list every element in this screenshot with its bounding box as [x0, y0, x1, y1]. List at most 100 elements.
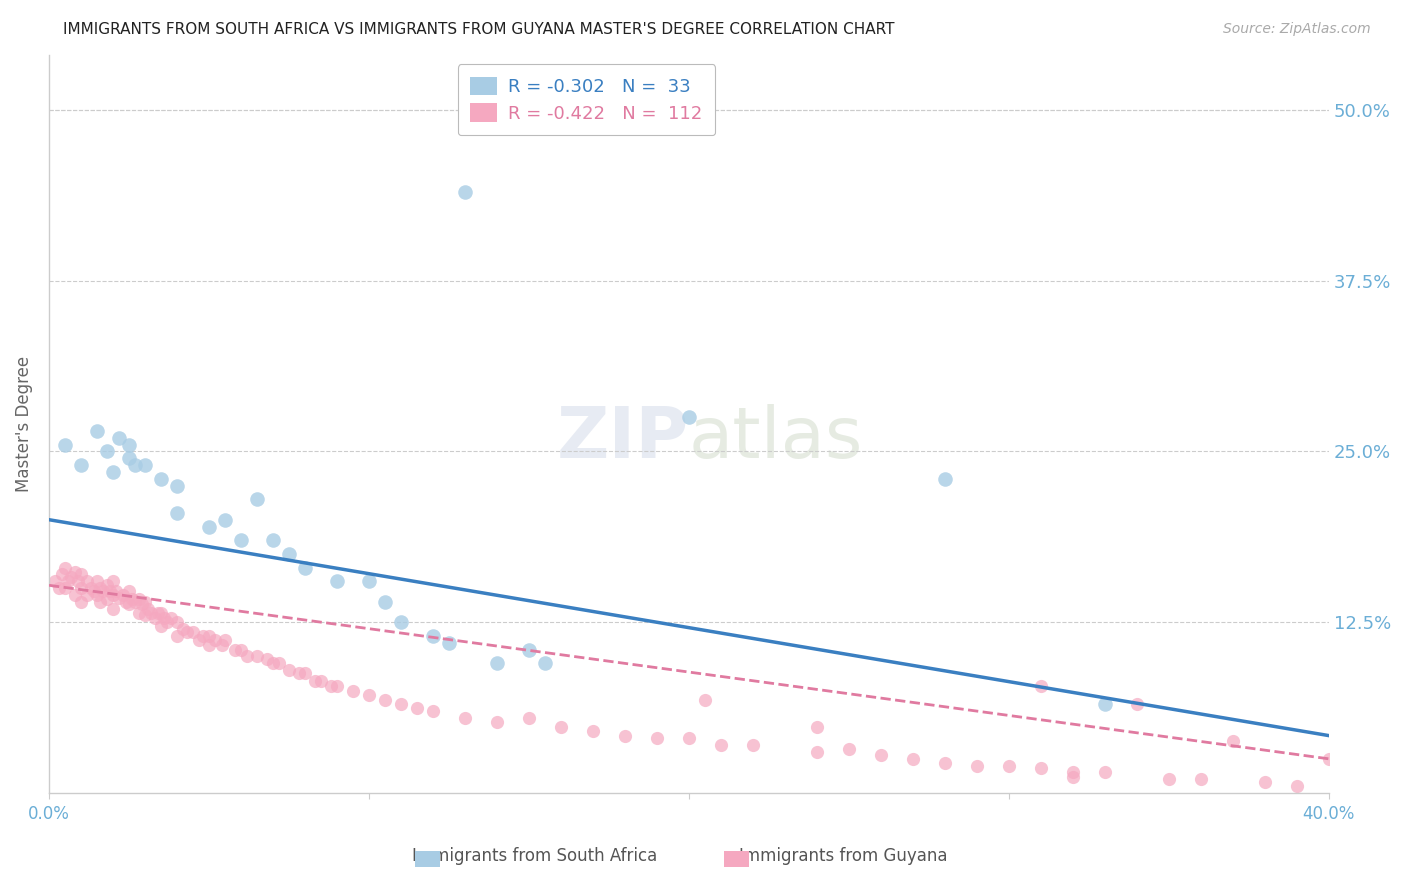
Point	[422, 629, 444, 643]
Point	[143, 611, 166, 625]
Point	[214, 513, 236, 527]
Point	[172, 622, 194, 636]
Text: atlas: atlas	[689, 404, 863, 474]
Point	[56, 574, 79, 589]
Point	[246, 492, 269, 507]
Point	[454, 185, 477, 199]
Point	[48, 581, 70, 595]
Point	[134, 608, 156, 623]
Point	[118, 598, 141, 612]
Point	[1189, 772, 1212, 787]
Point	[146, 606, 169, 620]
Point	[198, 629, 221, 643]
Point	[53, 581, 76, 595]
Point	[454, 711, 477, 725]
Point	[134, 595, 156, 609]
Point	[357, 688, 380, 702]
Point	[357, 574, 380, 589]
Point	[389, 697, 412, 711]
Point	[534, 656, 557, 670]
Point	[374, 693, 396, 707]
Point	[166, 506, 188, 520]
Point	[517, 711, 540, 725]
Point	[63, 588, 86, 602]
Point	[198, 519, 221, 533]
Point	[76, 574, 98, 589]
Point	[437, 635, 460, 649]
Point	[53, 560, 76, 574]
Point	[326, 680, 349, 694]
Point	[101, 601, 124, 615]
Point	[934, 756, 956, 770]
Point	[76, 588, 98, 602]
Point	[53, 437, 76, 451]
Point	[101, 588, 124, 602]
Point	[79, 581, 101, 595]
Point	[101, 465, 124, 479]
Point	[710, 738, 733, 752]
Point	[166, 615, 188, 630]
Y-axis label: Master's Degree: Master's Degree	[15, 356, 32, 492]
Point	[124, 595, 146, 609]
Point	[1062, 765, 1084, 780]
Point	[176, 624, 198, 639]
Point	[998, 758, 1021, 772]
Point	[114, 595, 136, 609]
Point	[485, 714, 508, 729]
Point	[86, 424, 108, 438]
Point	[901, 752, 924, 766]
Point	[934, 472, 956, 486]
Point	[869, 747, 891, 762]
Point	[191, 629, 214, 643]
Point	[246, 649, 269, 664]
Point	[678, 731, 700, 746]
Point	[181, 624, 204, 639]
Point	[70, 595, 93, 609]
Point	[1285, 779, 1308, 793]
Point	[838, 742, 860, 756]
Point	[63, 565, 86, 579]
Text: IMMIGRANTS FROM SOUTH AFRICA VS IMMIGRANTS FROM GUYANA MASTER'S DEGREE CORRELATI: IMMIGRANTS FROM SOUTH AFRICA VS IMMIGRAN…	[63, 22, 894, 37]
Point	[229, 642, 252, 657]
Point	[1254, 775, 1277, 789]
Point	[108, 431, 131, 445]
Point	[806, 720, 828, 734]
Point	[159, 611, 181, 625]
Point	[613, 729, 636, 743]
Point	[406, 701, 429, 715]
Point	[304, 673, 326, 688]
Point	[121, 591, 143, 606]
Point	[204, 632, 226, 647]
Point	[1094, 697, 1116, 711]
Point	[741, 738, 763, 752]
Point	[678, 410, 700, 425]
Point	[131, 598, 153, 612]
Point	[287, 665, 309, 680]
Point	[96, 444, 118, 458]
Point	[582, 724, 605, 739]
Point	[86, 574, 108, 589]
Point	[66, 574, 89, 589]
Point	[422, 704, 444, 718]
Point	[1317, 752, 1340, 766]
Point	[134, 458, 156, 472]
Point	[118, 451, 141, 466]
Point	[1157, 772, 1180, 787]
Point	[86, 588, 108, 602]
Point	[236, 649, 259, 664]
Point	[1029, 761, 1052, 775]
Point	[44, 574, 66, 589]
Point	[166, 629, 188, 643]
Text: Immigrants from Guyana: Immigrants from Guyana	[740, 847, 948, 865]
Legend: R = -0.302   N =  33, R = -0.422   N =  112: R = -0.302 N = 33, R = -0.422 N = 112	[458, 64, 716, 136]
Point	[229, 533, 252, 548]
Point	[108, 591, 131, 605]
Point	[118, 583, 141, 598]
Point	[294, 560, 316, 574]
Point	[70, 567, 93, 582]
Point	[693, 693, 716, 707]
Point	[89, 595, 111, 609]
Point	[198, 639, 221, 653]
Point	[256, 652, 278, 666]
Point	[309, 673, 332, 688]
